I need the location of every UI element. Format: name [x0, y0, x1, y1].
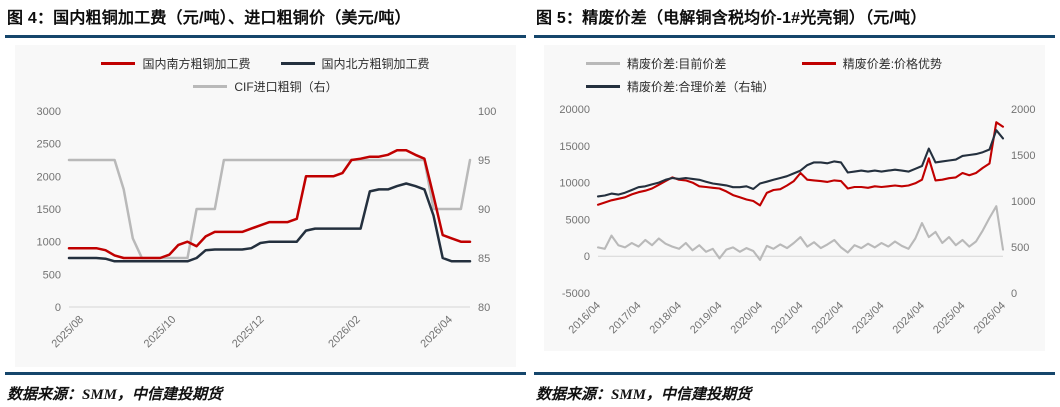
- legend-item: 国内北方粗铜加工费: [280, 55, 430, 72]
- legend-label: 精废价差:目前价差: [627, 57, 727, 71]
- figure5-spacer: [534, 351, 1055, 372]
- x-tick: 2017/04: [607, 300, 644, 337]
- y-right-tick: 500: [1011, 242, 1029, 254]
- figure5-footer-rule: [534, 372, 1055, 375]
- y-left-tick: 5000: [566, 214, 590, 226]
- figure5-source: 数据来源：SMM，中信建投期货: [536, 387, 752, 403]
- figure5-legend: 精废价差:目前价差 精废价差:价格优势精废价差:合理价差（右轴）: [544, 45, 1045, 99]
- x-tick: 2016/04: [567, 300, 604, 337]
- y-left-tick: 10000: [559, 178, 590, 190]
- y-left-tick: 0: [584, 251, 590, 263]
- series-line: [67, 158, 472, 260]
- legend-item: CIF进口粗铜（右）: [193, 78, 338, 95]
- legend-item: 精废价差:目前价差: [586, 55, 802, 72]
- legend-label: 精废价差:价格优势: [842, 57, 943, 71]
- legend-label: 国内南方粗铜加工费: [142, 57, 251, 71]
- figure4-title: 图 4：国内粗铜加工费（元/吨）、进口粗铜价（美元/吨）: [7, 10, 411, 27]
- y-right-tick: 95: [478, 155, 490, 167]
- x-tick: 2019/04: [688, 300, 725, 337]
- x-tick: 2020/04: [729, 300, 766, 337]
- y-right-tick: 80: [478, 302, 490, 314]
- x-tick: 2026/04: [972, 300, 1009, 337]
- figure4-chart-panel: 国内南方粗铜加工费 国内北方粗铜加工费 CIF进口粗铜（右） 3000 2500 200…: [15, 45, 516, 367]
- figure4-legend: 国内南方粗铜加工费 国内北方粗铜加工费 CIF进口粗铜（右）: [15, 45, 516, 99]
- y-right-tick: 85: [478, 253, 490, 265]
- x-tick: 2025/10: [142, 314, 179, 351]
- x-tick: 2026/02: [326, 314, 363, 351]
- figure4-footer-rule: [5, 372, 526, 375]
- series-line: [596, 121, 1005, 207]
- figure5-plot: 20000150001000050000-5000200015001000500…: [559, 104, 1035, 337]
- legend-line-swatch: [101, 62, 136, 65]
- y-left-tick: 2500: [37, 139, 61, 151]
- legend-line-swatch: [586, 85, 620, 88]
- x-tick: 2025/08: [50, 314, 87, 351]
- legend-line-swatch: [586, 62, 620, 65]
- figure5-title-rule: [534, 35, 1055, 38]
- legend-item: 精废价差:价格优势: [801, 55, 1018, 72]
- figure5-title: 图 5：精废价差（电解铜含税均价-1#光亮铜）（元/吨）: [536, 10, 927, 27]
- series-line: [67, 148, 472, 260]
- x-tick: 2026/04: [418, 314, 455, 351]
- y-right-tick: 2000: [1011, 104, 1035, 116]
- figure4-title-rule: [5, 35, 526, 38]
- x-tick: 2025/04: [931, 300, 968, 337]
- y-right-tick: 1500: [1011, 150, 1035, 162]
- x-tick: 2021/04: [769, 300, 806, 337]
- y-right-tick: 100: [478, 106, 496, 118]
- legend-line-swatch: [280, 62, 315, 65]
- figure4-plot: 3000 2500 2000 1500 1000 500 0 100 95 90 85 80 2025/…: [37, 106, 497, 351]
- x-tick: 2024/04: [891, 300, 928, 337]
- series-line: [67, 182, 472, 263]
- y-left-tick: 500: [43, 269, 61, 281]
- y-right-tick: 1000: [1011, 196, 1035, 208]
- y-left-tick: 15000: [559, 141, 590, 153]
- series-line: [596, 129, 1005, 198]
- figure5-section: 图 5：精废价差（电解铜含税均价-1#光亮铜）（元/吨） 精废价差:目前价差 精废…: [534, 3, 1055, 404]
- series-line: [596, 205, 1005, 261]
- y-left-tick: 2000: [37, 171, 61, 183]
- figure4-section: 图 4：国内粗铜加工费（元/吨）、进口粗铜价（美元/吨） 国内南方粗铜加工费 国内…: [5, 3, 526, 404]
- legend-label: 国内北方粗铜加工费: [321, 57, 430, 71]
- legend-line-swatch: [193, 85, 228, 88]
- y-right-tick: 0: [1011, 288, 1017, 300]
- x-tick: 2018/04: [648, 300, 685, 337]
- y-left-tick: 1500: [37, 204, 61, 216]
- x-tick: 2023/04: [850, 300, 887, 337]
- y-left-tick: 3000: [37, 106, 61, 118]
- legend-label: CIF进口粗铜（右）: [234, 80, 338, 94]
- y-right-tick: 90: [478, 204, 490, 216]
- y-left-tick: 0: [55, 302, 61, 314]
- legend-label: 精废价差:合理价差（右轴）: [627, 80, 775, 94]
- legend-line-swatch: [801, 62, 836, 65]
- y-left-tick: -5000: [562, 288, 590, 300]
- figure5-chart-panel: 精废价差:目前价差 精废价差:价格优势 精废价差:合理价差（右轴） 20000 150…: [544, 45, 1045, 351]
- legend-item: 精废价差:合理价差（右轴）: [586, 78, 802, 95]
- x-tick: 2022/04: [810, 300, 847, 337]
- y-left-tick: 1000: [37, 237, 61, 249]
- x-tick: 2025/12: [230, 314, 267, 351]
- legend-item: 国内南方粗铜加工费: [101, 55, 251, 72]
- figure4-source: 数据来源：SMM，中信建投期货: [7, 387, 223, 403]
- y-left-tick: 20000: [559, 104, 590, 116]
